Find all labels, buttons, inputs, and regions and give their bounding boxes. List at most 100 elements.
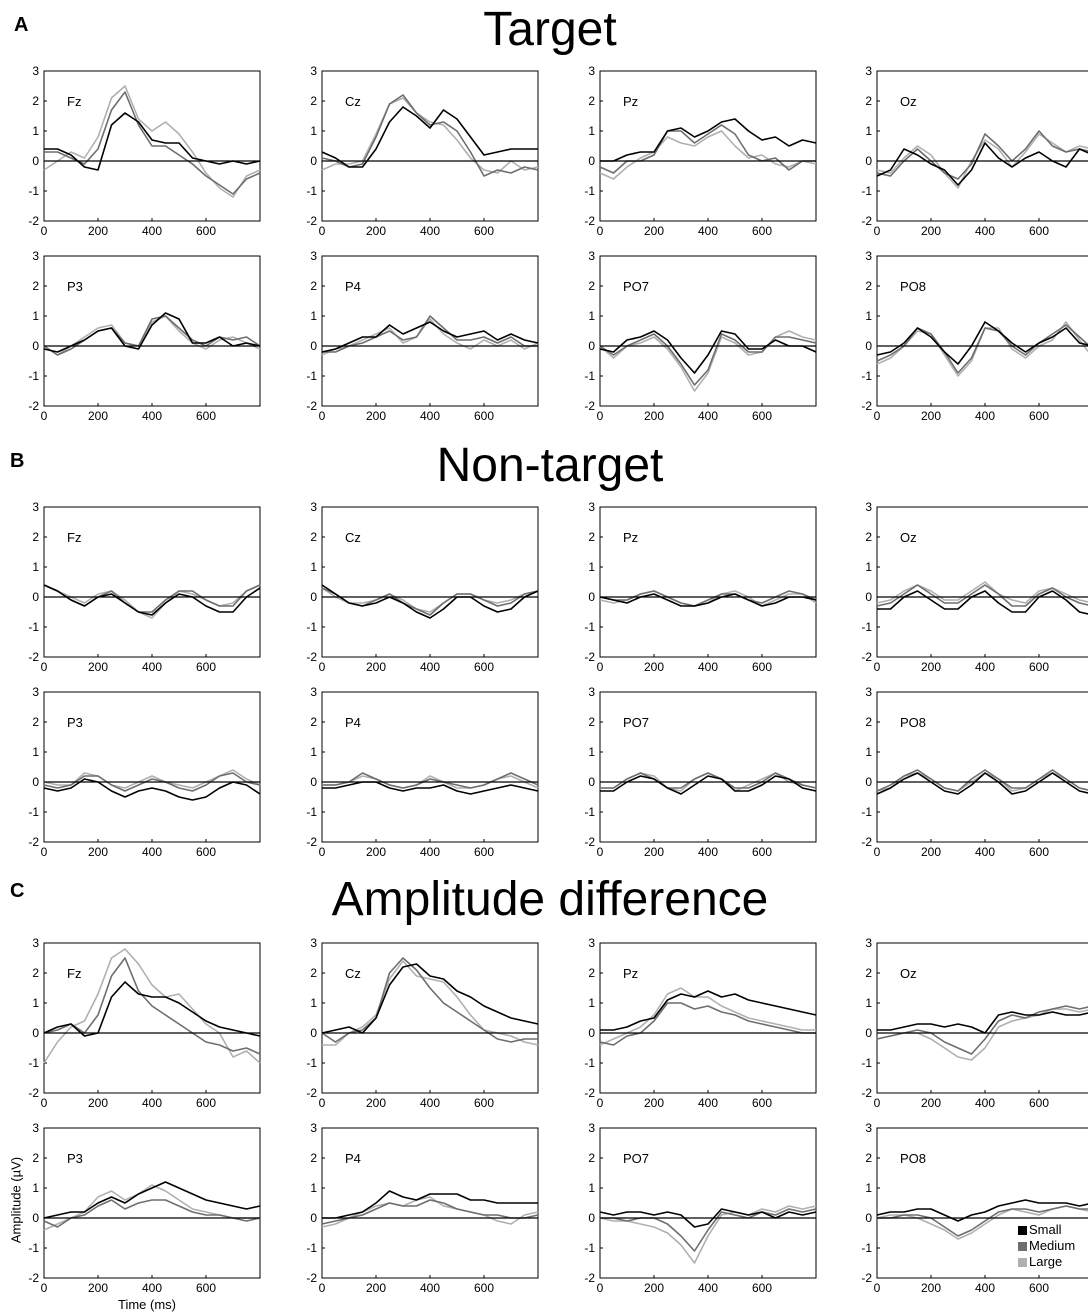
x-tick-label: 0 — [41, 409, 48, 423]
channel-label: PO7 — [623, 715, 649, 730]
series-line-large — [43, 948, 261, 1064]
series-line-large — [43, 315, 261, 356]
y-tick-label: 3 — [32, 500, 39, 514]
y-tick-label: 1 — [310, 745, 317, 759]
y-tick-label: -1 — [306, 184, 317, 198]
channel-label: PO8 — [900, 1151, 926, 1166]
y-tick-label: -1 — [584, 620, 595, 634]
x-tick-label: 600 — [196, 660, 216, 674]
channel-label: PO8 — [900, 279, 926, 294]
series-line-large — [43, 1184, 260, 1231]
y-tick-label: 2 — [310, 279, 317, 293]
y-tick-label: -2 — [28, 650, 39, 664]
series-line-medium — [599, 590, 817, 607]
channel-label: Fz — [67, 530, 81, 545]
series-line-small — [599, 593, 817, 607]
series-line-large — [321, 1196, 539, 1228]
x-tick-label: 200 — [644, 1096, 664, 1110]
series-line-small — [600, 775, 817, 795]
y-tick-label: 3 — [32, 1121, 39, 1135]
series-line-large — [321, 97, 539, 174]
x-tick-label: 600 — [752, 224, 772, 238]
y-tick-label: 3 — [588, 936, 595, 950]
x-tick-label: 0 — [874, 660, 881, 674]
y-tick-label: -1 — [28, 620, 39, 634]
series-line-large — [321, 318, 539, 356]
y-tick-label: 1 — [865, 1181, 872, 1195]
channel-label: P4 — [345, 715, 361, 730]
x-tick-label: 600 — [474, 845, 494, 859]
channel-label: Cz — [345, 966, 361, 981]
x-tick-label: 400 — [420, 1281, 440, 1295]
channel-label: Fz — [67, 94, 81, 109]
x-tick-label: 200 — [366, 660, 386, 674]
y-tick-label: 0 — [865, 1026, 872, 1040]
panel-non-target-pz: -2 -1 0 1 2 3 0 200 400 600 Pz — [584, 500, 817, 674]
y-tick-label: 3 — [310, 1121, 317, 1135]
x-tick-label: 200 — [366, 409, 386, 423]
series-line-medium — [600, 1208, 817, 1252]
x-tick-label: 600 — [474, 1281, 494, 1295]
x-tick-label: 400 — [698, 660, 718, 674]
y-tick-label: -2 — [861, 650, 872, 664]
x-tick-label: 400 — [142, 660, 162, 674]
panel-amplitude-difference-oz: -2 -1 0 1 2 3 0 200 400 600 Oz — [861, 936, 1088, 1110]
channel-label: Oz — [900, 94, 917, 109]
series-line-medium — [322, 315, 538, 353]
y-tick-label: 1 — [310, 124, 317, 138]
y-tick-label: -2 — [861, 1086, 872, 1100]
y-tick-label: 2 — [310, 530, 317, 544]
y-tick-label: 1 — [588, 996, 595, 1010]
series-line-small — [322, 781, 539, 795]
y-tick-label: 0 — [588, 339, 595, 353]
y-tick-label: 0 — [865, 1211, 872, 1225]
x-tick-label: 0 — [874, 1096, 881, 1110]
x-tick-label: 600 — [1029, 409, 1049, 423]
channel-label: PO7 — [623, 279, 649, 294]
series-line-medium — [43, 772, 261, 792]
x-tick-label: 400 — [142, 224, 162, 238]
x-tick-label: 400 — [142, 409, 162, 423]
y-tick-label: -1 — [306, 1241, 317, 1255]
x-tick-label: 200 — [366, 1096, 386, 1110]
y-tick-label: -1 — [584, 369, 595, 383]
y-tick-label: -2 — [584, 399, 595, 413]
x-tick-label: 0 — [41, 224, 48, 238]
x-tick-label: 200 — [644, 224, 664, 238]
y-tick-label: 2 — [588, 715, 595, 729]
y-tick-label: 0 — [865, 590, 872, 604]
x-tick-label: 200 — [644, 845, 664, 859]
channel-label: Cz — [345, 530, 361, 545]
panel-non-target-po7: -2 -1 0 1 2 3 0 200 400 600 PO7 — [584, 685, 817, 859]
y-tick-label: -1 — [584, 184, 595, 198]
x-tick-label: 400 — [975, 1096, 995, 1110]
series-line-small — [321, 106, 538, 168]
y-tick-label: -2 — [861, 835, 872, 849]
y-tick-label: 3 — [32, 249, 39, 263]
y-tick-label: 3 — [588, 685, 595, 699]
y-tick-label: -2 — [28, 1086, 39, 1100]
y-tick-label: 3 — [310, 249, 317, 263]
series-line-small — [43, 312, 261, 353]
series-line-small — [599, 1208, 817, 1228]
panel-target-fz: -2 -1 0 1 2 3 0 200 400 600 Fz — [28, 64, 261, 238]
y-tick-label: 3 — [32, 936, 39, 950]
x-tick-label: 600 — [1029, 1096, 1049, 1110]
x-tick-label: 600 — [1029, 224, 1049, 238]
series-line-small — [43, 1181, 261, 1219]
series-line-medium — [322, 772, 539, 789]
y-tick-label: -1 — [28, 1056, 39, 1070]
series-line-small — [876, 321, 1088, 365]
legend-label-large: Large — [1029, 1254, 1063, 1269]
y-tick-label: 0 — [310, 1211, 317, 1225]
series-line-small — [321, 963, 539, 1034]
section-title-non-target: Non-target — [436, 439, 664, 492]
y-tick-label: 2 — [32, 715, 39, 729]
x-tick-label: 400 — [975, 224, 995, 238]
series-line-small — [599, 330, 817, 374]
y-tick-label: -2 — [584, 214, 595, 228]
y-tick-label: 0 — [32, 590, 39, 604]
y-tick-label: 3 — [865, 936, 872, 950]
panel-target-cz: -2 -1 0 1 2 3 0 200 400 600 Cz — [306, 64, 539, 238]
